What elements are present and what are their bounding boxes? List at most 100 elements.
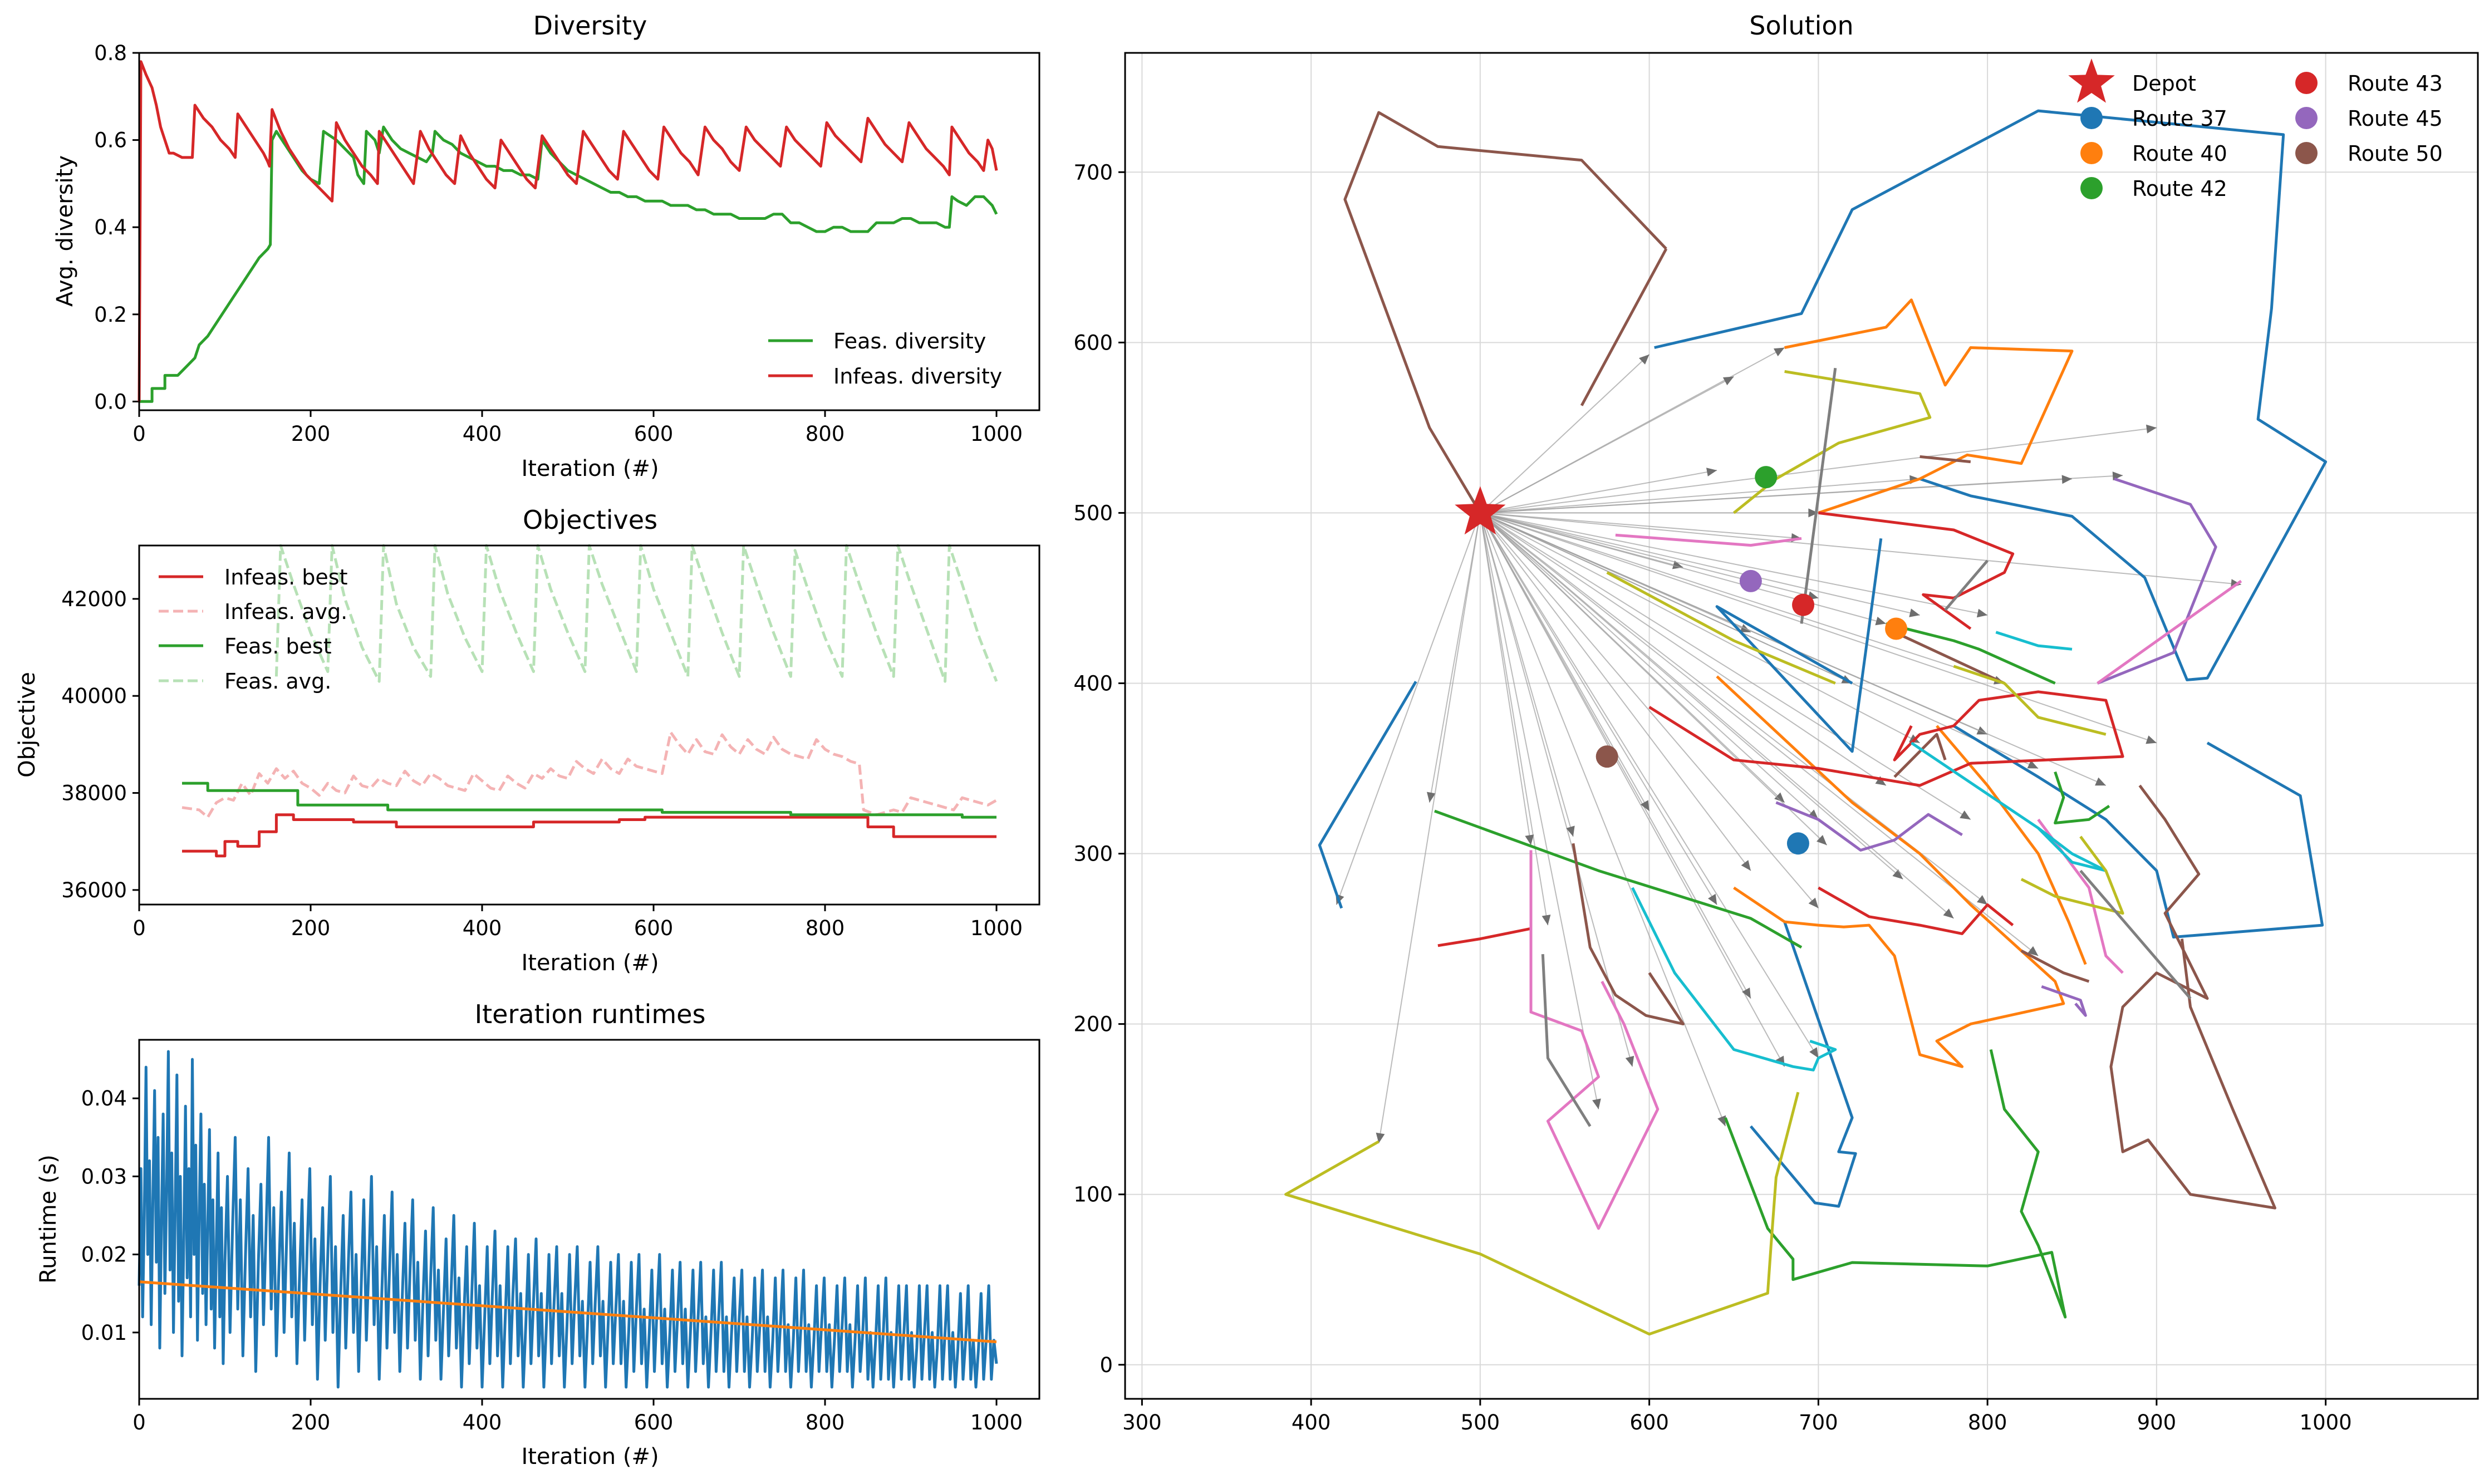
spoke-arrowhead <box>2095 777 2106 786</box>
depot-spoke <box>1480 478 2073 514</box>
x-tick-label: 200 <box>291 422 331 446</box>
spoke-arrowhead <box>1706 468 1717 476</box>
route-path-route-43b <box>1648 690 2124 787</box>
depot-spoke <box>1480 512 2039 956</box>
spoke-arrowhead <box>1875 776 1886 786</box>
legend-label-infeas-diversity: Infeas. diversity <box>833 364 1002 389</box>
spoke-arrowhead <box>1625 1055 1634 1067</box>
x-tick-label: 400 <box>463 1411 502 1434</box>
route-path-route-37b <box>1318 681 1417 909</box>
depot-spoke <box>1480 478 1920 514</box>
route-path-route-c4 <box>2037 827 2107 872</box>
objectives-panel: Objectives Iteration (#) Objective 0 200 4… <box>14 505 1040 976</box>
y-tick-label: 0.0 <box>94 390 127 414</box>
depot-spoke <box>1480 512 1802 539</box>
route-path-route-g4 <box>2079 869 2192 1000</box>
y-tick-label: 38000 <box>61 782 127 805</box>
legend-swatch-route-43 <box>2295 72 2318 94</box>
depot-spoke <box>1480 469 1717 514</box>
spoke-arrowhead <box>1817 835 1827 846</box>
y-tick-label: 100 <box>1073 1183 1113 1207</box>
legend-label-route-43: Route 43 <box>2348 71 2443 96</box>
depot-spoke <box>1479 513 1726 1127</box>
spoke-arrowhead <box>1722 376 1734 386</box>
spoke-arrowhead <box>2061 475 2072 484</box>
spoke-arrowhead <box>1809 1047 1819 1058</box>
legend-label-route-45: Route 45 <box>2348 106 2443 131</box>
y-tick-label: 0.2 <box>94 303 127 327</box>
spoke-arrowhead <box>1717 1115 1726 1127</box>
route-path-route-g3 <box>1944 559 1989 611</box>
series-line-runtimes-0 <box>138 1050 998 1389</box>
depot-spoke <box>1480 512 2039 769</box>
depot-spoke <box>1480 512 1717 905</box>
depot-spoke <box>1480 512 1819 599</box>
route-path-route-c1 <box>1631 887 1837 1072</box>
depot-spoke <box>1479 512 1785 1067</box>
depot-spoke <box>1480 512 1650 812</box>
depot-spoke <box>1480 512 2157 744</box>
route-path-route-37c <box>1953 724 2324 938</box>
y-tick-label: 600 <box>1073 331 1113 355</box>
spoke-arrowhead <box>1960 810 1971 820</box>
objectives-legend: Infeas. best Infeas. avg. Feas. best Fea… <box>159 565 348 694</box>
spoke-arrowhead <box>1808 508 1819 518</box>
route-centroid-route-45 <box>1739 569 1762 592</box>
route-path-route-o1 <box>1284 1092 1800 1336</box>
x-tick-label: 200 <box>291 916 331 940</box>
route-centroid-route-43 <box>1792 593 1815 616</box>
depot-spoke <box>1479 513 1531 846</box>
route-path-route-50e <box>1894 631 2005 685</box>
objectives-frame <box>138 544 1040 906</box>
x-tick-label: 1000 <box>970 422 1023 446</box>
series-line-feas-best <box>182 782 996 819</box>
x-tick-label: 800 <box>806 422 845 446</box>
depot-spoke <box>1480 354 1650 514</box>
legend-label-feas-best: Feas. best <box>224 634 332 659</box>
depot-spoke <box>1480 512 1887 786</box>
route-path-route-37e <box>1715 538 1883 753</box>
route-centroid-route-40 <box>1885 617 1908 640</box>
diversity-ylabel: Avg. diversity <box>52 155 78 307</box>
legend-label-feas-avg: Feas. avg. <box>224 669 331 694</box>
diversity-title: Diversity <box>533 11 647 41</box>
spoke-arrowhead <box>2146 735 2157 744</box>
route-path-route-50d <box>2109 784 2276 1210</box>
legend-label-feas-diversity: Feas. diversity <box>833 329 986 353</box>
legend-label-route-40: Route 40 <box>2132 141 2227 166</box>
route-path-route-42 <box>1434 809 1803 949</box>
y-tick-label: 0.04 <box>81 1087 127 1110</box>
route-centroid-route-50 <box>1595 745 1618 768</box>
route-centroid-route-37 <box>1786 832 1809 855</box>
x-tick-label: 300 <box>1122 1411 1162 1434</box>
spoke-arrowhead <box>1639 354 1649 365</box>
depot-spoke <box>1480 512 1819 820</box>
depot-spoke <box>1480 512 1887 625</box>
route-path-route-g2 <box>1800 367 1837 624</box>
legend-swatch-depot <box>2068 58 2115 103</box>
depot-spoke <box>1480 512 2241 585</box>
x-tick-label: 600 <box>634 916 674 940</box>
legend-swatch-route-37 <box>2080 107 2103 129</box>
solution-title: Solution <box>1749 11 1853 41</box>
runtimes-xlabel: Iteration (#) <box>521 1444 659 1470</box>
runtimes-frame <box>138 1039 1040 1400</box>
legend-label-route-50: Route 50 <box>2348 141 2443 166</box>
diversity-ticks: 0 200 400 600 800 1000 0.0 0.2 0.4 0.6 0.8 <box>94 41 1023 446</box>
x-tick-label: 200 <box>291 1411 331 1434</box>
depot-marker <box>1455 486 1506 535</box>
spoke-arrowhead <box>1566 825 1575 837</box>
spoke-arrowhead <box>1427 792 1436 803</box>
route-path-route-37d <box>1749 921 1857 1208</box>
spoke-arrowhead <box>1909 608 1920 617</box>
x-tick-label: 400 <box>463 422 502 446</box>
route-path-route-50b <box>1580 248 1668 406</box>
legend-label-infeas-avg: Infeas. avg. <box>224 600 347 624</box>
route-path-route-45 <box>2097 477 2217 685</box>
series-line-runtimes-1 <box>139 1280 997 1344</box>
spoke-arrowhead <box>1640 800 1649 811</box>
x-tick-label: 700 <box>1799 1411 1838 1434</box>
depot-spoke <box>1480 512 1921 744</box>
diversity-legend: Feas. diversity Infeas. diversity <box>768 329 1002 389</box>
route-path-route-42d <box>2054 771 2110 824</box>
